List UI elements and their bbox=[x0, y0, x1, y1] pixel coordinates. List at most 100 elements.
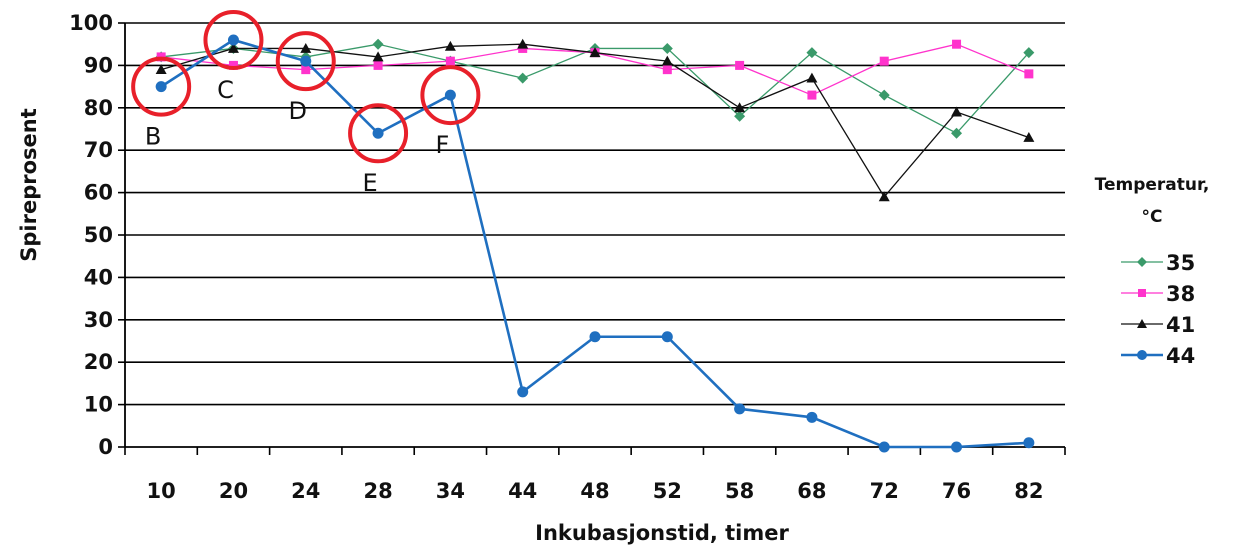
annotation-circle bbox=[275, 31, 336, 92]
y-tick-label: 100 bbox=[69, 11, 113, 35]
data-point bbox=[517, 38, 529, 49]
data-point bbox=[951, 106, 963, 117]
legend-item-35: 35 bbox=[1121, 251, 1195, 275]
data-point bbox=[517, 386, 529, 398]
data-point bbox=[662, 65, 672, 75]
annotation-circle bbox=[131, 56, 192, 117]
annotation-label: C bbox=[217, 76, 234, 104]
series-lines bbox=[155, 34, 1035, 453]
data-point bbox=[951, 441, 963, 453]
data-point bbox=[373, 60, 383, 70]
x-tick-label: 48 bbox=[580, 479, 609, 503]
annotation-circle bbox=[420, 65, 481, 126]
data-point bbox=[1023, 437, 1035, 449]
x-tick-label: 72 bbox=[870, 479, 899, 503]
x-tick-label: 34 bbox=[436, 479, 465, 503]
legend-title-line2: °C bbox=[1142, 207, 1163, 227]
x-axis-title: Inkubasjonstid, timer bbox=[535, 521, 789, 545]
data-point bbox=[734, 403, 746, 415]
data-point bbox=[1023, 131, 1035, 142]
annotation-circle bbox=[203, 9, 264, 70]
data-point bbox=[661, 42, 673, 54]
x-tick-label: 28 bbox=[363, 479, 392, 503]
legend-label: 41 bbox=[1166, 313, 1195, 337]
y-tick-label: 0 bbox=[98, 435, 113, 459]
data-point bbox=[227, 42, 239, 53]
data-point bbox=[1023, 47, 1035, 59]
data-point bbox=[300, 42, 312, 53]
data-point bbox=[372, 51, 384, 62]
data-point bbox=[444, 40, 456, 51]
y-axis-title: Spireprosent bbox=[17, 108, 41, 262]
data-point bbox=[1137, 319, 1147, 328]
legend-item-44: 44 bbox=[1121, 344, 1195, 368]
data-point bbox=[735, 60, 745, 70]
data-point bbox=[1138, 289, 1146, 297]
annotation-circle bbox=[348, 103, 409, 164]
data-point bbox=[301, 65, 311, 75]
legend-label: 44 bbox=[1166, 344, 1195, 368]
data-point bbox=[661, 331, 673, 343]
x-tick-label: 76 bbox=[942, 479, 971, 503]
annotations: B C D E F bbox=[131, 9, 481, 197]
gridlines bbox=[125, 22, 1065, 406]
legend-items: 35 38 41 44 bbox=[1121, 251, 1195, 368]
data-point bbox=[806, 47, 818, 59]
y-tick-label: 60 bbox=[84, 181, 113, 205]
data-point bbox=[661, 55, 673, 66]
data-point bbox=[445, 56, 455, 66]
data-point bbox=[372, 127, 384, 139]
data-point bbox=[734, 110, 746, 122]
annotation-label: F bbox=[435, 131, 449, 159]
data-point bbox=[951, 127, 963, 139]
y-axis-ticks: 0 10 20 30 40 50 60 70 80 90 100 bbox=[69, 11, 125, 459]
x-tick-label: 58 bbox=[725, 479, 754, 503]
annotation-label: D bbox=[289, 97, 307, 125]
x-tick-label: 10 bbox=[147, 479, 176, 503]
data-point bbox=[807, 90, 817, 100]
data-point bbox=[879, 56, 889, 66]
data-point bbox=[300, 55, 312, 67]
y-tick-label: 90 bbox=[84, 53, 113, 77]
y-tick-label: 10 bbox=[84, 393, 113, 417]
legend-item-41: 41 bbox=[1121, 313, 1195, 337]
y-tick-label: 20 bbox=[84, 350, 113, 374]
legend-label: 38 bbox=[1166, 282, 1195, 306]
x-tick-label: 68 bbox=[797, 479, 826, 503]
data-point bbox=[806, 72, 818, 83]
data-point bbox=[878, 89, 890, 101]
data-point bbox=[155, 64, 167, 75]
y-tick-label: 80 bbox=[84, 96, 113, 120]
data-point bbox=[1137, 257, 1147, 267]
x-axis-ticks: 10 20 24 28 34 44 48 52 58 68 72 76 82 bbox=[124, 447, 1066, 503]
data-point bbox=[372, 38, 384, 50]
x-tick-label: 24 bbox=[291, 479, 320, 503]
y-tick-label: 70 bbox=[84, 138, 113, 162]
series-41 bbox=[155, 38, 1035, 202]
data-point bbox=[878, 191, 890, 202]
data-point bbox=[227, 34, 239, 46]
data-point bbox=[734, 102, 746, 113]
data-point bbox=[1137, 350, 1147, 360]
data-point bbox=[517, 72, 529, 84]
data-point bbox=[444, 89, 456, 101]
x-tick-label: 20 bbox=[219, 479, 248, 503]
y-tick-label: 50 bbox=[84, 223, 113, 247]
legend-item-38: 38 bbox=[1121, 282, 1195, 306]
data-point bbox=[228, 60, 238, 70]
data-point bbox=[878, 441, 890, 453]
data-point bbox=[806, 411, 818, 423]
data-point bbox=[1024, 69, 1034, 79]
data-point bbox=[589, 47, 601, 58]
y-tick-label: 30 bbox=[84, 308, 113, 332]
legend-title-line1: Temperatur, bbox=[1095, 175, 1210, 195]
data-point bbox=[589, 331, 601, 343]
y-tick-label: 40 bbox=[84, 265, 113, 289]
series-44 bbox=[155, 34, 1035, 453]
legend: Temperatur, °C 35 38 41 44 bbox=[1095, 175, 1210, 368]
x-tick-label: 52 bbox=[653, 479, 682, 503]
data-point bbox=[952, 39, 962, 49]
x-tick-label: 82 bbox=[1014, 479, 1043, 503]
legend-label: 35 bbox=[1166, 251, 1195, 275]
